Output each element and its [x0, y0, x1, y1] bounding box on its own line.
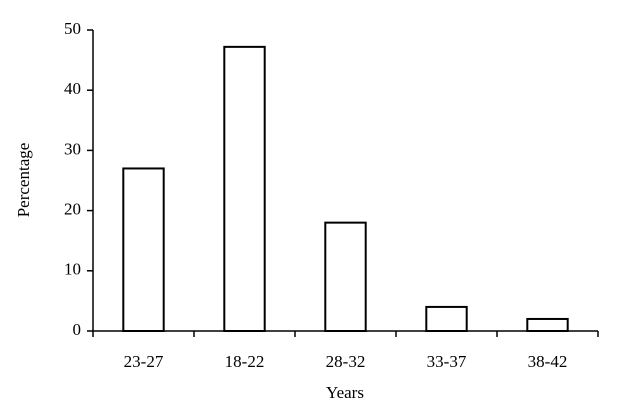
- bar: [324, 221, 367, 332]
- y-tick-label: 30: [64, 139, 81, 158]
- x-tick-label: 18-22: [225, 352, 265, 371]
- y-tick-label: 40: [64, 79, 81, 98]
- y-tick-label: 50: [64, 19, 81, 38]
- bar: [122, 167, 165, 332]
- bar: [526, 317, 569, 332]
- y-tick-label: 10: [64, 260, 81, 279]
- y-tick-label: 20: [64, 200, 81, 219]
- y-tick-label: 0: [73, 320, 82, 339]
- x-axis-label: Years: [326, 383, 364, 402]
- y-axis-label: Percentage: [14, 143, 33, 218]
- bar: [425, 305, 468, 333]
- x-tick-label: 33-37: [427, 352, 467, 371]
- x-tick-label: 38-42: [528, 352, 568, 371]
- bar: [223, 45, 266, 333]
- x-tick-label: 23-27: [124, 352, 164, 371]
- x-tick-label: 28-32: [326, 352, 366, 371]
